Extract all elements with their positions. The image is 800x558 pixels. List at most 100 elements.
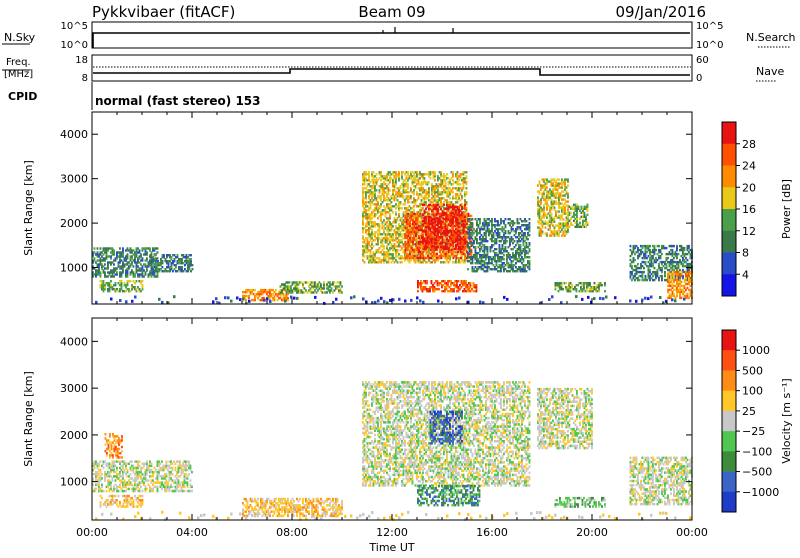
echo-cell [645, 261, 647, 263]
echo-cell [429, 213, 431, 215]
echo-cell [154, 258, 156, 260]
echo-cell [514, 240, 516, 242]
echo-cell [464, 236, 466, 238]
echo-cell [104, 271, 106, 273]
echo-cell [373, 171, 375, 173]
echo-cell [565, 282, 567, 284]
echo-cell [413, 209, 415, 211]
echo-cell [395, 211, 397, 213]
echo-cell [464, 204, 466, 206]
echo-cell [103, 280, 105, 282]
echo-cell [529, 242, 531, 244]
echo-cell [545, 226, 547, 228]
echo-cell [546, 232, 548, 234]
echo-cell [320, 283, 322, 285]
echo-cell [113, 263, 115, 265]
echo-cell [275, 289, 277, 291]
nave-tick-top: 60 [696, 55, 709, 66]
echo-cell [479, 218, 481, 220]
echo-cell [466, 191, 468, 193]
echo-cell [570, 212, 572, 214]
echo-cell [364, 261, 366, 263]
echo-cell [491, 218, 493, 220]
echo-cell [464, 246, 466, 248]
freq-tick-top: 18 [75, 55, 88, 66]
echo-cell [157, 251, 159, 253]
echo-cell [427, 251, 429, 253]
cpid-text: normal (fast stereo) 153 [95, 94, 261, 108]
echo-cell [430, 204, 432, 206]
echo-cell [601, 284, 603, 286]
echo-cell [499, 244, 501, 246]
echo-cell [397, 261, 399, 263]
echo-cell [389, 213, 391, 215]
echo-cell [437, 242, 439, 244]
echo-cell [461, 195, 463, 197]
echo-cell [289, 281, 291, 283]
echo-cell [460, 183, 462, 185]
echo-cell [526, 242, 528, 244]
echo-cell [403, 195, 405, 197]
echo-cell [472, 218, 474, 220]
echo-cell [466, 201, 468, 203]
echo-cell [505, 230, 507, 232]
echo-cell [464, 222, 466, 224]
echo-cell [373, 245, 375, 247]
echo-cell [561, 282, 563, 284]
echo-cell [487, 240, 489, 242]
echo-cell [456, 255, 458, 257]
echo-cell [496, 248, 498, 250]
echo-cell [392, 225, 394, 227]
echo-cell [497, 220, 499, 222]
echo-cell [452, 191, 454, 193]
echo-cell [391, 201, 393, 203]
echo-cell [567, 200, 569, 202]
echo-cell [430, 177, 432, 179]
freq-label-2: [MHz] [4, 69, 33, 80]
echo-cell [503, 254, 505, 256]
echo-cell [587, 222, 589, 224]
echo-cell [142, 257, 144, 259]
echo-cell [458, 222, 460, 224]
echo-cell [440, 220, 442, 222]
echo-cell [287, 297, 289, 299]
echo-cell [410, 259, 412, 261]
echo-cell [407, 183, 409, 185]
freq-trace [93, 69, 690, 75]
echo-cell [546, 186, 548, 188]
echo-cell [563, 218, 565, 220]
echo-cell [392, 253, 394, 255]
nsearch-tick-top: 10^5 [696, 21, 723, 32]
echo-cell [323, 281, 325, 283]
echo-cell [181, 266, 183, 268]
echo-cell [376, 189, 378, 191]
echo-cell [401, 261, 403, 263]
echo-cell [116, 271, 118, 273]
echo-cell [576, 288, 578, 290]
nsky-tick-bottom: 10^0 [61, 40, 88, 51]
echo-cell [389, 189, 391, 191]
echo-cell [448, 248, 450, 250]
echo-cell [645, 275, 647, 277]
echo-cell [604, 290, 606, 292]
echo-cell [469, 246, 471, 248]
echo-cell [517, 218, 519, 220]
echo-cell [649, 269, 651, 271]
echo-cell [400, 201, 402, 203]
echo-cell [192, 268, 194, 270]
echo-cell [594, 282, 596, 284]
echo-cell [428, 187, 430, 189]
freq-panel [92, 55, 692, 81]
echo-cell [529, 248, 531, 250]
echo-cell [514, 222, 516, 224]
echo-cell [444, 239, 446, 241]
echo-cell [466, 181, 468, 183]
echo-cell [472, 222, 474, 224]
echo-cell [426, 280, 428, 282]
echo-cell [487, 246, 489, 248]
freq-tick-bottom: 8 [82, 73, 88, 84]
echo-cell [476, 284, 478, 286]
echo-cell [436, 253, 438, 255]
echo-cell [383, 245, 385, 247]
echo-cell [505, 224, 507, 226]
